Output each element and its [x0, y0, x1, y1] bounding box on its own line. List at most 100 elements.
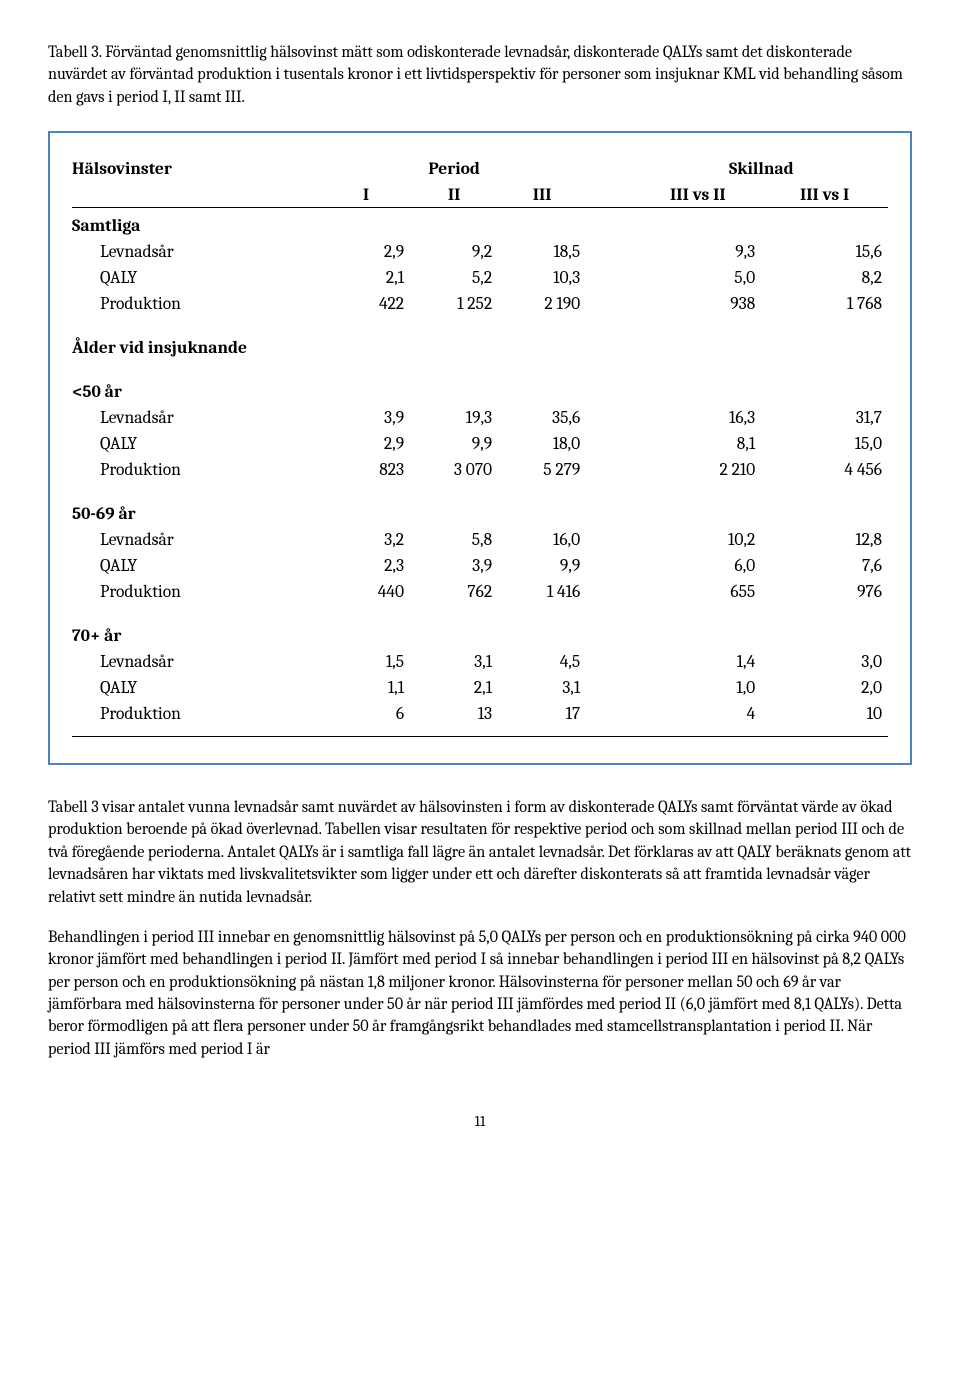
cell: 1,4 [635, 648, 762, 674]
cell: 5,2 [410, 264, 498, 290]
cell: 2 210 [635, 456, 762, 482]
header-blank [72, 181, 322, 208]
row-label: QALY [72, 264, 322, 290]
cell: 31,7 [761, 404, 888, 430]
cell: 35,6 [498, 404, 586, 430]
row-label: Produktion [72, 456, 322, 482]
cell: 17 [498, 700, 586, 726]
cell: 16,0 [498, 526, 586, 552]
row-label: Produktion [72, 290, 322, 316]
cell: 3,9 [322, 404, 410, 430]
cell: 976 [761, 578, 888, 604]
table-caption: Tabell 3. Förväntad genomsnittlig hälsov… [48, 42, 912, 109]
cell: 3,1 [498, 674, 586, 700]
cell: 15,0 [761, 430, 888, 456]
table-row: Produktion 6 13 17 4 10 [72, 700, 888, 726]
row-label: QALY [72, 674, 322, 700]
cell: 823 [322, 456, 410, 482]
row-label: QALY [72, 552, 322, 578]
table-row: QALY 2,9 9,9 18,0 8,1 15,0 [72, 430, 888, 456]
cell: 5,8 [410, 526, 498, 552]
cell: 5,0 [635, 264, 762, 290]
section-samtliga: Samtliga [72, 208, 888, 239]
cell: 18,5 [498, 238, 586, 264]
cell: 2 190 [498, 290, 586, 316]
cell: 10,2 [635, 526, 762, 552]
cell: 3,0 [761, 648, 888, 674]
table-row: QALY 1,1 2,1 3,1 1,0 2,0 [72, 674, 888, 700]
body-paragraph-2: Behandlingen i period III innebar en gen… [48, 927, 912, 1061]
cell: 655 [635, 578, 762, 604]
cell: 4 456 [761, 456, 888, 482]
cell: 1,1 [322, 674, 410, 700]
cell: 2,0 [761, 674, 888, 700]
cell: 2,9 [322, 238, 410, 264]
cell: 7,6 [761, 552, 888, 578]
row-label: Levnadsår [72, 648, 322, 674]
cell: 13 [410, 700, 498, 726]
cell: 12,8 [761, 526, 888, 552]
table-row: Levnadsår 1,5 3,1 4,5 1,4 3,0 [72, 648, 888, 674]
cell: 3,1 [410, 648, 498, 674]
cell: 10,3 [498, 264, 586, 290]
cell: 9,2 [410, 238, 498, 264]
header-halsovinster: Hälsovinster [72, 155, 322, 181]
table-row: Levnadsår 3,2 5,8 16,0 10,2 12,8 [72, 526, 888, 552]
header-gap [586, 155, 634, 181]
halsovinster-table: Hälsovinster Period Skillnad I II III II… [72, 155, 888, 737]
cell: 4 [635, 700, 762, 726]
cell: 3,2 [322, 526, 410, 552]
cell: 9,3 [635, 238, 762, 264]
table-row: Produktion 422 1 252 2 190 938 1 768 [72, 290, 888, 316]
section-alder: Ålder vid insjuknande [72, 330, 888, 360]
section-70plus: 70+ år [72, 618, 888, 648]
page-number: 11 [48, 1111, 912, 1132]
cell: 10 [761, 700, 888, 726]
section-under50: <50 år [72, 374, 888, 404]
cell: 3,9 [410, 552, 498, 578]
header-gap2 [586, 181, 634, 208]
cell: 9,9 [498, 552, 586, 578]
body-paragraph-1: Tabell 3 visar antalet vunna levnadsår s… [48, 797, 912, 909]
row-label: Produktion [72, 578, 322, 604]
header-II: II [410, 181, 498, 208]
cell: 2,1 [410, 674, 498, 700]
cell: 1 768 [761, 290, 888, 316]
cell: 16,3 [635, 404, 762, 430]
table-row: Produktion 440 762 1 416 655 976 [72, 578, 888, 604]
header-skillnad: Skillnad [635, 155, 889, 181]
table-row: QALY 2,3 3,9 9,9 6,0 7,6 [72, 552, 888, 578]
cell: 762 [410, 578, 498, 604]
table-row: Levnadsår 2,9 9,2 18,5 9,3 15,6 [72, 238, 888, 264]
header-III: III [498, 181, 586, 208]
header-period: Period [322, 155, 586, 181]
cell: 19,3 [410, 404, 498, 430]
cell: 5 279 [498, 456, 586, 482]
cell: 6 [322, 700, 410, 726]
row-label: Levnadsår [72, 238, 322, 264]
cell: 18,0 [498, 430, 586, 456]
cell: 15,6 [761, 238, 888, 264]
cell: 1 252 [410, 290, 498, 316]
row-label: Levnadsår [72, 404, 322, 430]
table-row: QALY 2,1 5,2 10,3 5,0 8,2 [72, 264, 888, 290]
table-frame: Hälsovinster Period Skillnad I II III II… [48, 131, 912, 765]
row-label: QALY [72, 430, 322, 456]
section-5069: 50-69 år [72, 496, 888, 526]
cell: 1 416 [498, 578, 586, 604]
row-label: Produktion [72, 700, 322, 726]
row-label: Levnadsår [72, 526, 322, 552]
cell: 8,2 [761, 264, 888, 290]
cell: 440 [322, 578, 410, 604]
header-III-vs-II: III vs II [635, 181, 762, 208]
header-I: I [322, 181, 410, 208]
table-row: Produktion 823 3 070 5 279 2 210 4 456 [72, 456, 888, 482]
cell: 2,1 [322, 264, 410, 290]
header-III-vs-I: III vs I [761, 181, 888, 208]
cell: 2,9 [322, 430, 410, 456]
table-row: Levnadsår 3,9 19,3 35,6 16,3 31,7 [72, 404, 888, 430]
cell: 3 070 [410, 456, 498, 482]
cell: 9,9 [410, 430, 498, 456]
cell: 6,0 [635, 552, 762, 578]
cell: 1,0 [635, 674, 762, 700]
